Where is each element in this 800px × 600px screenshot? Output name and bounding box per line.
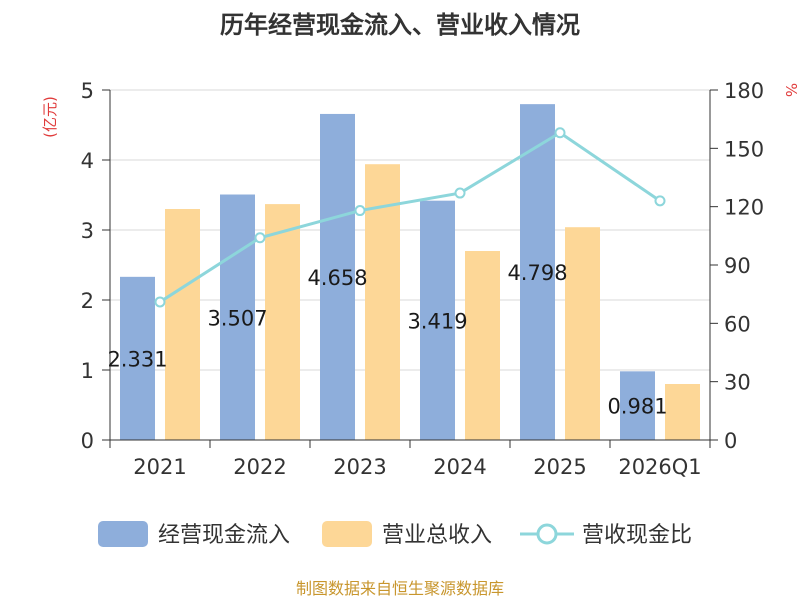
bar-cash-inflow	[220, 194, 255, 440]
bar-revenue	[465, 251, 500, 440]
ratio-point	[154, 296, 166, 308]
y-left-tick-label: 2	[81, 289, 94, 313]
ratio-point	[354, 205, 366, 217]
ratio-point	[454, 187, 466, 199]
data-label-cash-inflow: 3.507	[207, 306, 267, 330]
right-axis-unit: %	[782, 83, 800, 97]
legend-label-cash-inflow: 经营现金流入	[158, 523, 290, 548]
left-axis-unit: (亿元)	[41, 96, 59, 138]
bar-cash-inflow	[420, 200, 455, 440]
legend-label-ratio: 营收现金比	[582, 523, 692, 548]
bar-cash-inflow	[620, 371, 655, 440]
legend-marker-ratio	[536, 523, 558, 545]
ratio-point	[554, 127, 566, 139]
legend-label-revenue: 营业总收入	[382, 523, 492, 548]
data-labels: 2.331 3.507 4.658 3.419 4.798 0.981	[107, 261, 667, 419]
bar-cash-inflow	[320, 113, 355, 440]
axes	[102, 89, 718, 448]
bar-revenue	[265, 204, 300, 440]
bar-cash-inflow	[520, 104, 555, 440]
legend-swatch-revenue	[322, 521, 372, 547]
y-left-tick-label: 5	[81, 79, 94, 103]
ratio-line	[154, 127, 666, 308]
y-left-tick-label: 4	[81, 149, 94, 173]
data-label-cash-inflow: 3.419	[407, 309, 467, 333]
y-left-tick-label: 1	[81, 359, 94, 383]
x-tick-label: 2025	[533, 455, 586, 479]
y-right-tick-label: 90	[724, 254, 751, 278]
bar-revenue	[665, 384, 700, 440]
y-right-tick-label: 180	[724, 79, 764, 103]
legend-swatch-cash-inflow	[98, 521, 148, 547]
y-right-tick-label: 30	[724, 371, 751, 395]
x-tick-label: 2022	[233, 455, 286, 479]
y-right-tick-label: 120	[724, 196, 764, 220]
y-right-tick-label: 0	[724, 429, 737, 453]
ratio-point	[254, 232, 266, 244]
chart-title: 历年经营现金流入、营业收入情况	[220, 11, 580, 39]
tick-labels: 0 1 2 3 4 5 0 30 60 90 120 150 180 2021 2022 2023 2024 20…	[81, 79, 764, 479]
bar-revenue	[165, 209, 200, 440]
y-left-tick-label: 3	[81, 219, 94, 243]
data-label-cash-inflow: 4.658	[307, 266, 367, 290]
data-label-cash-inflow: 4.798	[507, 261, 567, 285]
grid-lines	[110, 89, 710, 371]
bar-revenue	[565, 227, 600, 440]
bar-cash-inflow	[120, 276, 155, 440]
data-label-cash-inflow: 0.981	[607, 395, 667, 419]
y-right-tick-label: 60	[724, 312, 751, 336]
x-tick-label: 2023	[333, 455, 386, 479]
x-tick-label: 2026Q1	[618, 455, 701, 479]
bar-marks	[120, 104, 700, 440]
y-right-tick-label: 150	[724, 137, 764, 161]
y-left-tick-label: 0	[81, 429, 94, 453]
source-note: 制图数据来自恒生聚源数据库	[296, 579, 504, 598]
data-label-cash-inflow: 2.331	[107, 347, 167, 371]
x-tick-label: 2021	[133, 455, 186, 479]
legend: 经营现金流入 营业总收入 营收现金比	[98, 521, 692, 548]
ratio-point	[654, 195, 666, 207]
ratio-line-path	[159, 130, 661, 304]
x-tick-label: 2024	[433, 455, 486, 479]
